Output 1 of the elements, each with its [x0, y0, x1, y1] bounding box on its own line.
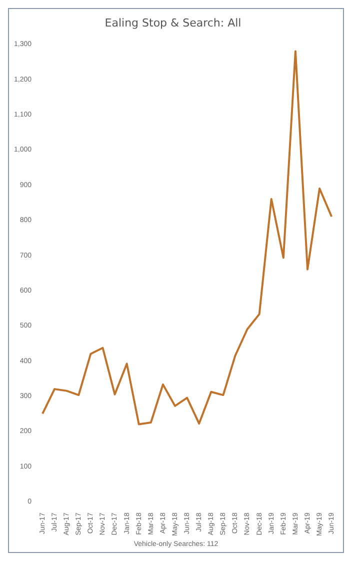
chart-title: Ealing Stop & Search: All	[104, 16, 242, 30]
